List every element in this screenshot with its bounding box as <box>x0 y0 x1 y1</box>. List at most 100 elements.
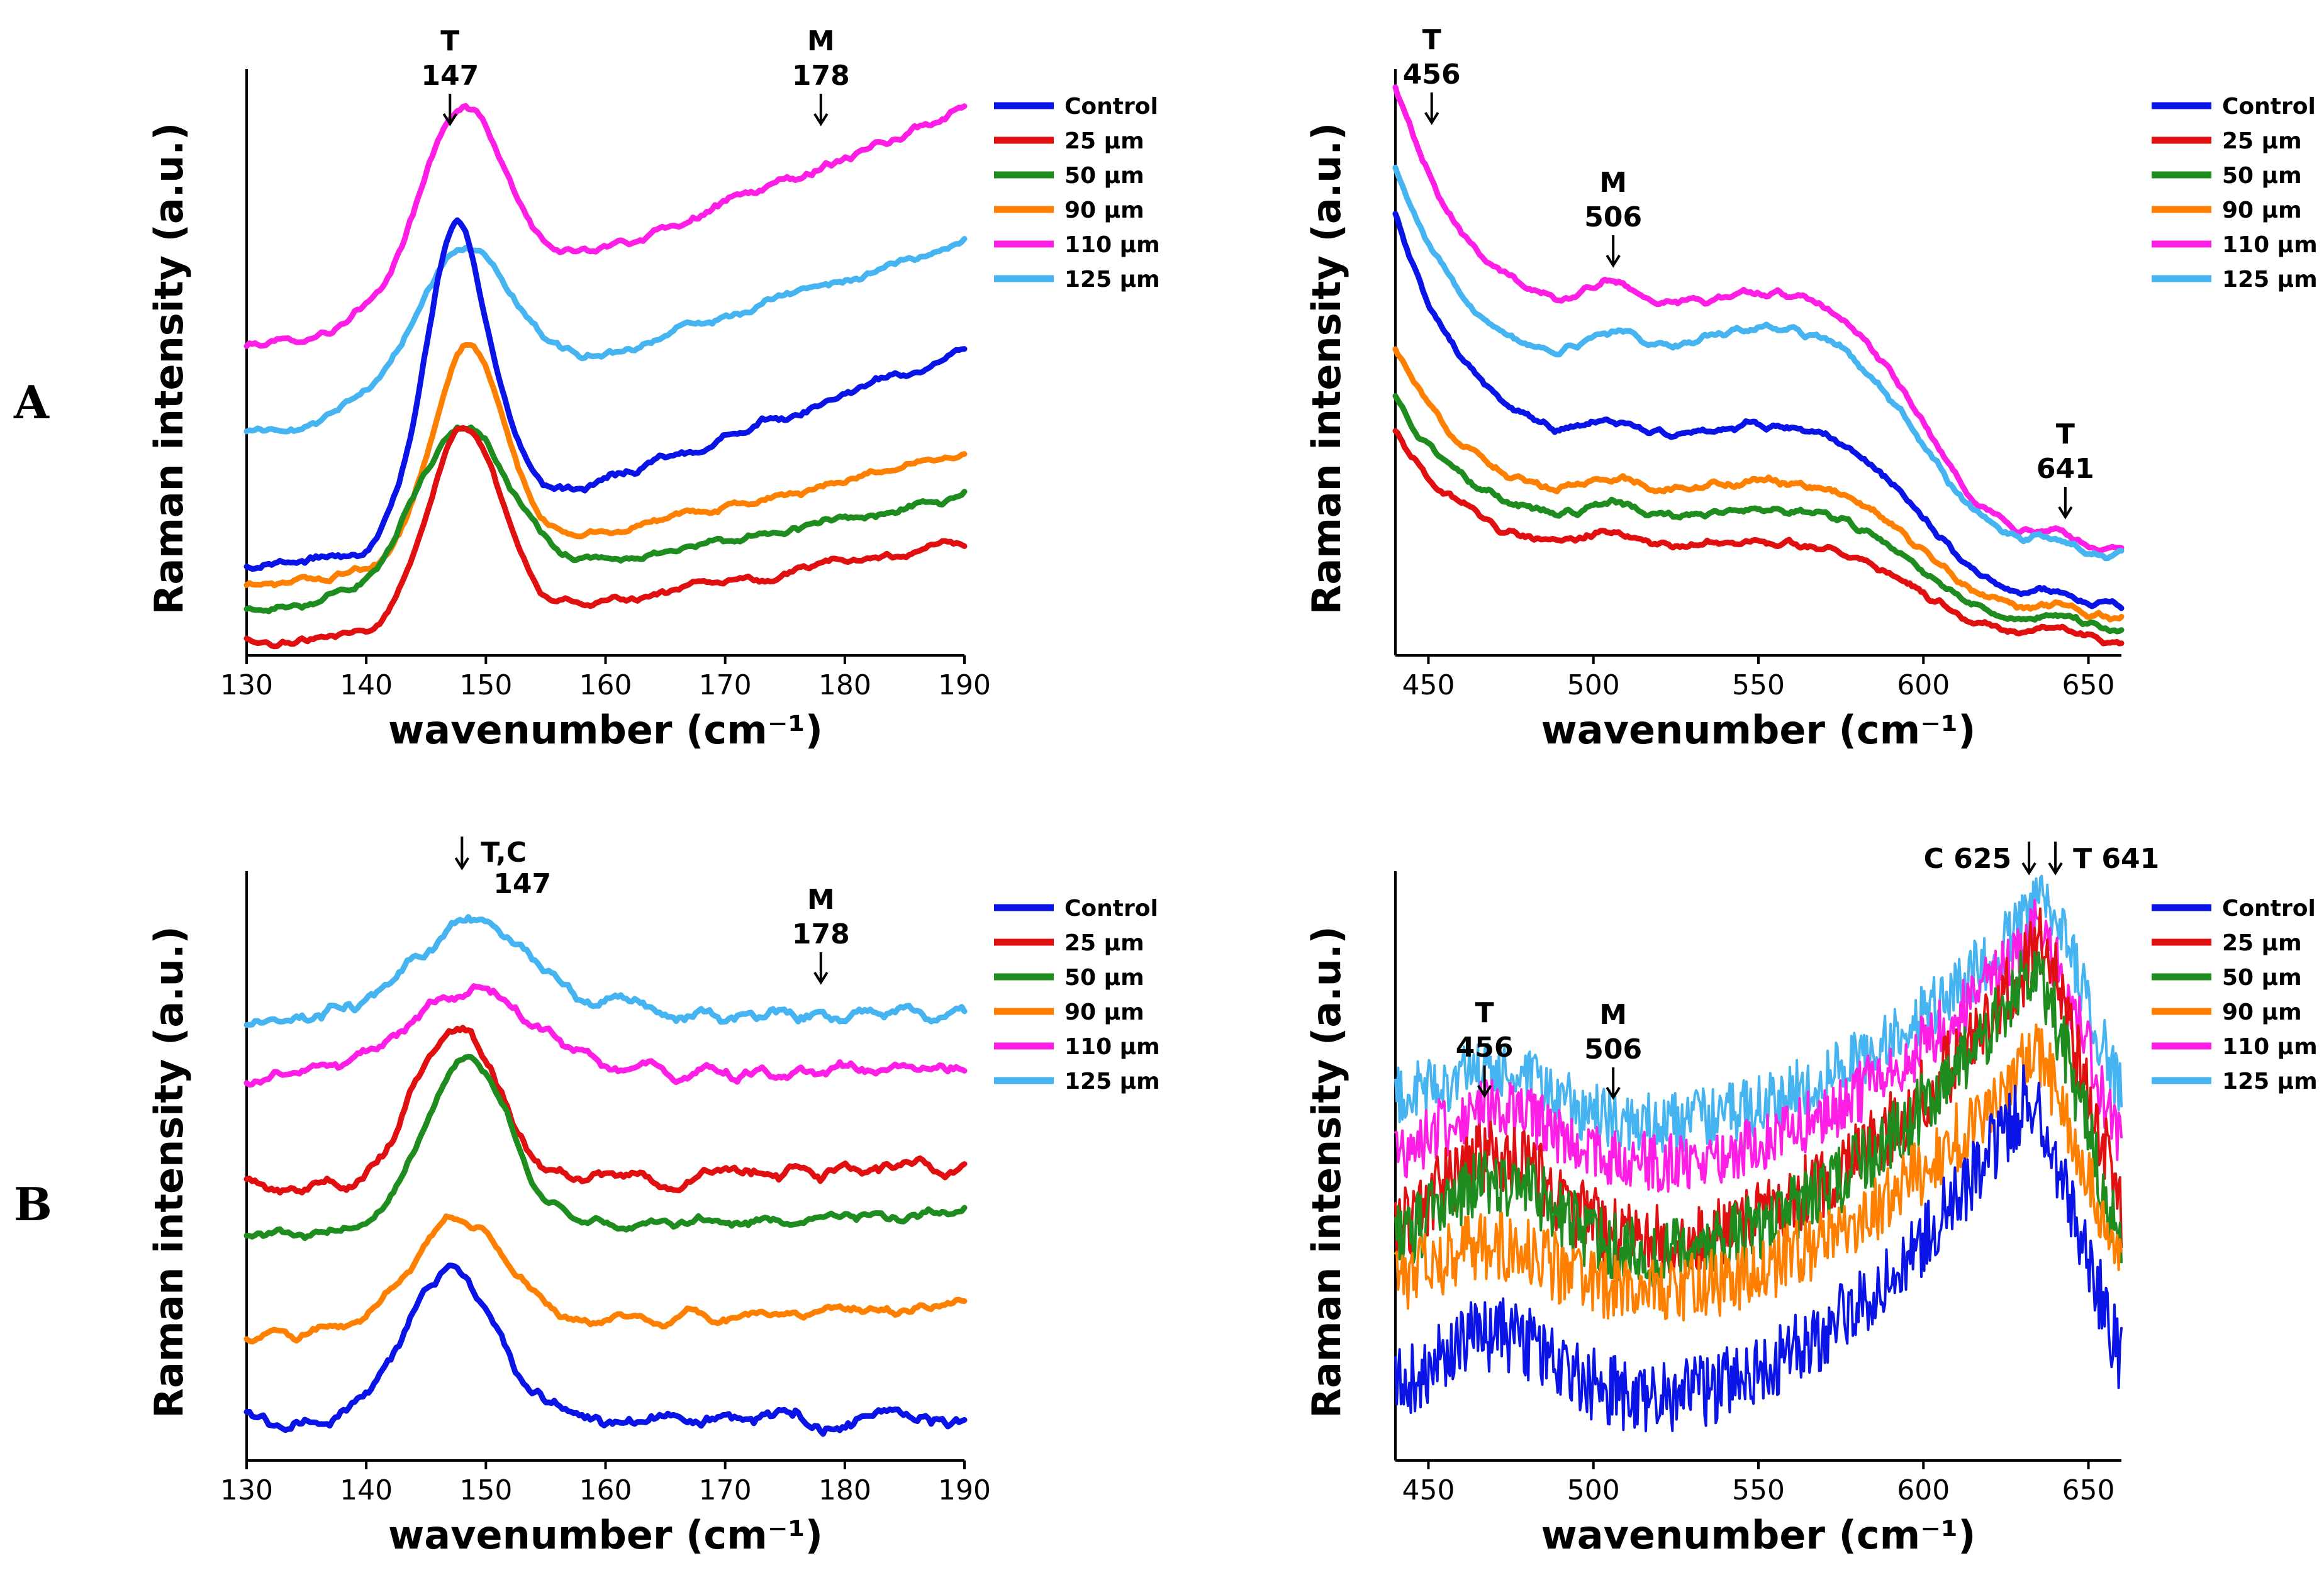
annotation-arrowhead <box>442 113 457 126</box>
legend-label-125-um: 125 µm <box>1064 267 1160 292</box>
x-tick-label: 550 <box>1732 1474 1785 1506</box>
legend-label-25-um: 25 µm <box>2222 930 2302 956</box>
legend-label-50-um: 50 µm <box>2222 965 2302 991</box>
x-tick-label: 450 <box>1402 1474 1455 1506</box>
x-tick-label: 140 <box>340 669 393 701</box>
series-line-90-um <box>243 342 968 589</box>
series-line-90-um <box>243 1213 968 1345</box>
series-line-110-um <box>243 103 968 349</box>
annotation-label: 178 <box>792 60 850 92</box>
legend-label-110-um: 110 µm <box>1064 232 1160 258</box>
x-tick-label: 500 <box>1567 669 1620 701</box>
x-tick-label: 500 <box>1567 1474 1620 1506</box>
series-line-90-um <box>1392 346 2125 623</box>
series-line-90-um <box>1394 1023 2123 1321</box>
x-tick-label: 150 <box>459 1474 512 1506</box>
x-tick-label: 170 <box>699 1474 752 1506</box>
legend-label-25-um: 25 µm <box>1064 930 1144 956</box>
annotation-arrowhead <box>1424 111 1439 125</box>
annotation-label: T 641 <box>2073 843 2159 875</box>
legend-label-control: Control <box>1064 896 1158 921</box>
annotation-arrowhead <box>813 971 829 985</box>
legend-label-90-um: 90 µm <box>2222 999 2302 1025</box>
x-tick-label: 180 <box>818 669 871 701</box>
x-tick-label: 160 <box>579 669 632 701</box>
annotation-label: 178 <box>792 918 850 950</box>
annotation-arrowhead <box>2058 506 2073 520</box>
series-line-25-um <box>243 425 968 650</box>
annotation-arrowhead <box>813 113 829 126</box>
y-axis-title: Raman intensity (a.u.) <box>146 926 192 1418</box>
series-line-125-um <box>243 914 968 1028</box>
annotation-arrowhead <box>1606 1086 1621 1100</box>
x-tick-label: 130 <box>220 669 273 701</box>
annotation-label: M <box>1599 999 1627 1031</box>
legend-label-control: Control <box>2222 896 2316 921</box>
annotation-label: 456 <box>1456 1032 1514 1064</box>
x-tick-label: 170 <box>699 669 752 701</box>
x-tick-label: 160 <box>579 1474 632 1506</box>
annotation-label: 147 <box>493 868 551 900</box>
x-tick-label: 150 <box>459 669 512 701</box>
annotation-label: T <box>440 25 459 57</box>
x-tick-label: 130 <box>220 1474 273 1506</box>
x-tick-label: 450 <box>1402 669 1455 701</box>
annotation-label: 506 <box>1584 1033 1642 1065</box>
series-line-control <box>243 217 968 572</box>
legend-label-control: Control <box>1064 94 1158 120</box>
x-axis-title: wavenumber (cm⁻¹) <box>388 1512 823 1558</box>
series-line-110-um <box>243 983 968 1088</box>
annotation-arrowhead <box>1606 254 1621 268</box>
annotation-label: T,C <box>481 837 527 869</box>
legend-label-90-um: 90 µm <box>1064 198 1144 223</box>
x-axis-title: wavenumber (cm⁻¹) <box>388 707 823 753</box>
annotation-label: M <box>1599 167 1627 199</box>
series-line-50-um <box>1392 393 2125 635</box>
row-label-a: A <box>13 376 50 429</box>
y-axis-title: Raman intensity (a.u.) <box>146 123 192 615</box>
series-line-50-um <box>1394 950 2123 1288</box>
x-tick-label: 650 <box>2062 1474 2115 1506</box>
annotation-label: 147 <box>421 60 479 92</box>
x-tick-label: 190 <box>938 1474 991 1506</box>
panel-b-right: 450 500 550 600 650 wavenumber (cm⁻¹) Raman in… <box>1304 842 2318 1558</box>
annotation-label: T <box>2056 418 2075 450</box>
x-axis-title: wavenumber (cm⁻¹) <box>1541 707 1976 753</box>
y-axis-title: Raman intensity (a.u.) <box>1304 926 1349 1418</box>
series-line-125-um <box>1392 164 2125 562</box>
legend-label-110-um: 110 µm <box>2222 1034 2318 1060</box>
series-line-control <box>243 1262 968 1437</box>
series-line-50-um <box>243 1054 968 1242</box>
annotation-label: M <box>807 884 835 916</box>
x-tick-label: 180 <box>818 1474 871 1506</box>
legend-label-125-um: 125 µm <box>2222 1069 2318 1094</box>
annotation-arrowhead <box>2021 862 2036 876</box>
x-tick-label: 190 <box>938 669 991 701</box>
y-axis-title: Raman intensity (a.u.) <box>1304 123 1349 615</box>
series-line-control <box>1392 211 2125 611</box>
x-tick-label: 550 <box>1732 669 1785 701</box>
legend-label-125-um: 125 µm <box>2222 267 2318 292</box>
legend-label-110-um: 110 µm <box>2222 232 2318 258</box>
series-line-110-um <box>1392 84 2125 554</box>
annotation-label: T <box>1475 997 1494 1029</box>
legend-label-50-um: 50 µm <box>2222 163 2302 189</box>
legend-label-50-um: 50 µm <box>1064 163 1144 189</box>
legend-label-50-um: 50 µm <box>1064 965 1144 991</box>
series-line-25-um <box>1392 428 2125 647</box>
annotation-arrowhead <box>2048 862 2063 876</box>
legend-label-control: Control <box>2222 94 2316 120</box>
annotation-arrowhead <box>1477 1084 1492 1098</box>
panel-b-left: 130 140 150 160 170 180 190 wavenumber (cm⁻¹) Ra… <box>146 837 1160 1558</box>
annotation-label: 506 <box>1584 201 1642 233</box>
annotation-label: 456 <box>1403 58 1461 91</box>
legend-label-90-um: 90 µm <box>2222 198 2302 223</box>
x-tick-label: 140 <box>340 1474 393 1506</box>
series-line-25-um <box>243 1025 968 1196</box>
series-line-50-um <box>243 424 968 615</box>
series-line-control <box>1394 1064 2123 1433</box>
legend-label-110-um: 110 µm <box>1064 1034 1160 1060</box>
annotation-label: M <box>807 25 835 57</box>
x-tick-label: 600 <box>1897 1474 1950 1506</box>
